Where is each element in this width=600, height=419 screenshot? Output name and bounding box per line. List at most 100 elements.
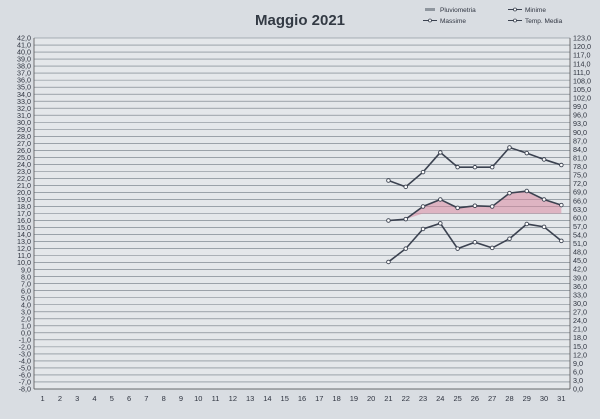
data-point-temp-media (420, 204, 426, 209)
y-tick-label: 12,0 (17, 244, 31, 253)
y2-tick-label: 21,0 (573, 325, 587, 334)
x-tick-label: 28 (505, 394, 513, 403)
y-tick-label: 7,0 (21, 279, 31, 288)
data-point-minime (438, 221, 443, 226)
y-tick-label: 25,0 (17, 153, 31, 162)
y-tick-label: 23,0 (17, 167, 31, 176)
x-tick-label: 20 (367, 394, 375, 403)
y-tick-label: 37,0 (17, 69, 31, 78)
y-tick-label: 14,0 (17, 230, 31, 239)
x-tick-label: 6 (127, 394, 131, 403)
data-point-minime (559, 238, 564, 244)
x-tick-label: 4 (92, 394, 96, 403)
y2-tick-label: 120,0 (573, 42, 591, 51)
x-tick-label: 3 (75, 394, 79, 403)
x-tick-label: 13 (246, 394, 254, 403)
legend-label-minime: Minime (525, 7, 546, 14)
y2-tick-label: 27,0 (573, 308, 587, 317)
data-point-temp-media (559, 202, 564, 208)
data-point-massime (541, 157, 547, 162)
y2-tick-label: 78,0 (573, 162, 587, 171)
y2-tick-label: 39,0 (573, 273, 587, 282)
data-point-minime (541, 224, 547, 230)
x-tick-label: 22 (402, 394, 410, 403)
x-tick-label: 21 (384, 394, 392, 403)
data-point-massime (472, 164, 478, 170)
y2-tick-label: 24,0 (573, 316, 587, 325)
y2-tick-label: 99,0 (573, 102, 587, 111)
y2-tick-label: 96,0 (573, 111, 587, 120)
y2-tick-label: 54,0 (573, 231, 587, 240)
y2-tick-label: 111,0 (573, 68, 590, 77)
y-tick-label: 22,0 (17, 174, 31, 183)
y-tick-label: 2,0 (21, 314, 31, 323)
y2-tick-label: 42,0 (573, 265, 587, 274)
y-tick-label: 4,0 (21, 300, 31, 309)
data-point-massime (559, 162, 564, 168)
y-tick-label: 17,0 (17, 209, 31, 218)
y2-tick-label: 63,0 (573, 205, 587, 214)
y-tick-label: 39,0 (17, 55, 31, 64)
y2-tick-label: 45,0 (573, 256, 587, 265)
y-tick-label: 31,0 (17, 111, 31, 120)
y-tick-label: 8,0 (21, 272, 31, 281)
y-tick-label: 3,0 (21, 307, 31, 316)
data-point-massime (489, 164, 495, 170)
y-tick-label: -3,0 (19, 350, 31, 359)
y2-tick-label: 18,0 (573, 333, 587, 342)
y2-tick-label: 84,0 (573, 145, 587, 154)
y-tick-label: 19,0 (17, 195, 31, 204)
data-point-massime (507, 145, 512, 150)
y-tick-label: -8,0 (19, 385, 31, 394)
x-tick-label: 31 (557, 394, 565, 403)
legend-label-massime: Massime (440, 18, 466, 25)
y2-tick-label: 33,0 (573, 290, 587, 299)
y2-tick-label: 105,0 (573, 85, 591, 94)
y-tick-label: 16,0 (17, 216, 31, 225)
x-tick-label: 11 (212, 394, 220, 403)
plot-area: 42,041,040,039,038,037,036,035,034,033,0… (17, 34, 591, 403)
y2-tick-label: 12,0 (573, 350, 587, 359)
y-tick-label: 0,0 (21, 328, 31, 337)
x-tick-label: 7 (144, 394, 148, 403)
y2-tick-label: 48,0 (573, 248, 587, 257)
data-point-minime (524, 221, 530, 227)
y2-tick-label: 108,0 (573, 76, 591, 85)
data-point-temp-media (386, 218, 391, 223)
x-tick-label: 25 (453, 394, 461, 403)
y2-tick-label: 3,0 (573, 376, 583, 385)
y-tick-label: 28,0 (17, 132, 31, 141)
data-point-minime (386, 259, 391, 265)
y2-tick-label: 93,0 (573, 119, 587, 128)
data-point-massime (386, 178, 391, 183)
x-tick-label: 19 (350, 394, 358, 403)
y-tick-label: 9,0 (21, 265, 31, 274)
x-tick-label: 18 (332, 394, 340, 403)
x-tick-label: 14 (263, 394, 271, 403)
y-tick-label: 24,0 (17, 160, 31, 169)
x-tick-label: 30 (540, 394, 548, 403)
y-tick-label: 30,0 (17, 118, 31, 127)
y2-tick-label: 123,0 (573, 34, 591, 43)
legend-label-pluviometria: Pluviometria (440, 7, 476, 14)
y2-tick-label: 60,0 (573, 213, 587, 222)
y-tick-label: 36,0 (17, 76, 31, 85)
data-point-temp-media (438, 197, 443, 202)
data-point-minime (455, 246, 460, 251)
x-tick-label: 8 (162, 394, 166, 403)
y-tick-label: -1,0 (19, 335, 31, 344)
legend-marker-minime (513, 7, 517, 12)
data-point-massime (403, 184, 408, 190)
legend-marker-massime (428, 18, 432, 23)
data-point-minime (403, 246, 408, 251)
y-tick-label: 42,0 (17, 34, 31, 43)
y-tick-label: 11,0 (18, 251, 31, 260)
y-tick-label: 35,0 (17, 83, 31, 92)
y2-tick-label: 9,0 (573, 359, 583, 368)
data-point-minime (489, 245, 495, 251)
y-tick-label: 41,0 (17, 41, 31, 50)
y2-tick-label: 102,0 (573, 94, 591, 103)
x-tick-label: 26 (471, 394, 479, 403)
x-tick-label: 5 (110, 394, 114, 403)
x-tick-label: 17 (315, 394, 323, 403)
